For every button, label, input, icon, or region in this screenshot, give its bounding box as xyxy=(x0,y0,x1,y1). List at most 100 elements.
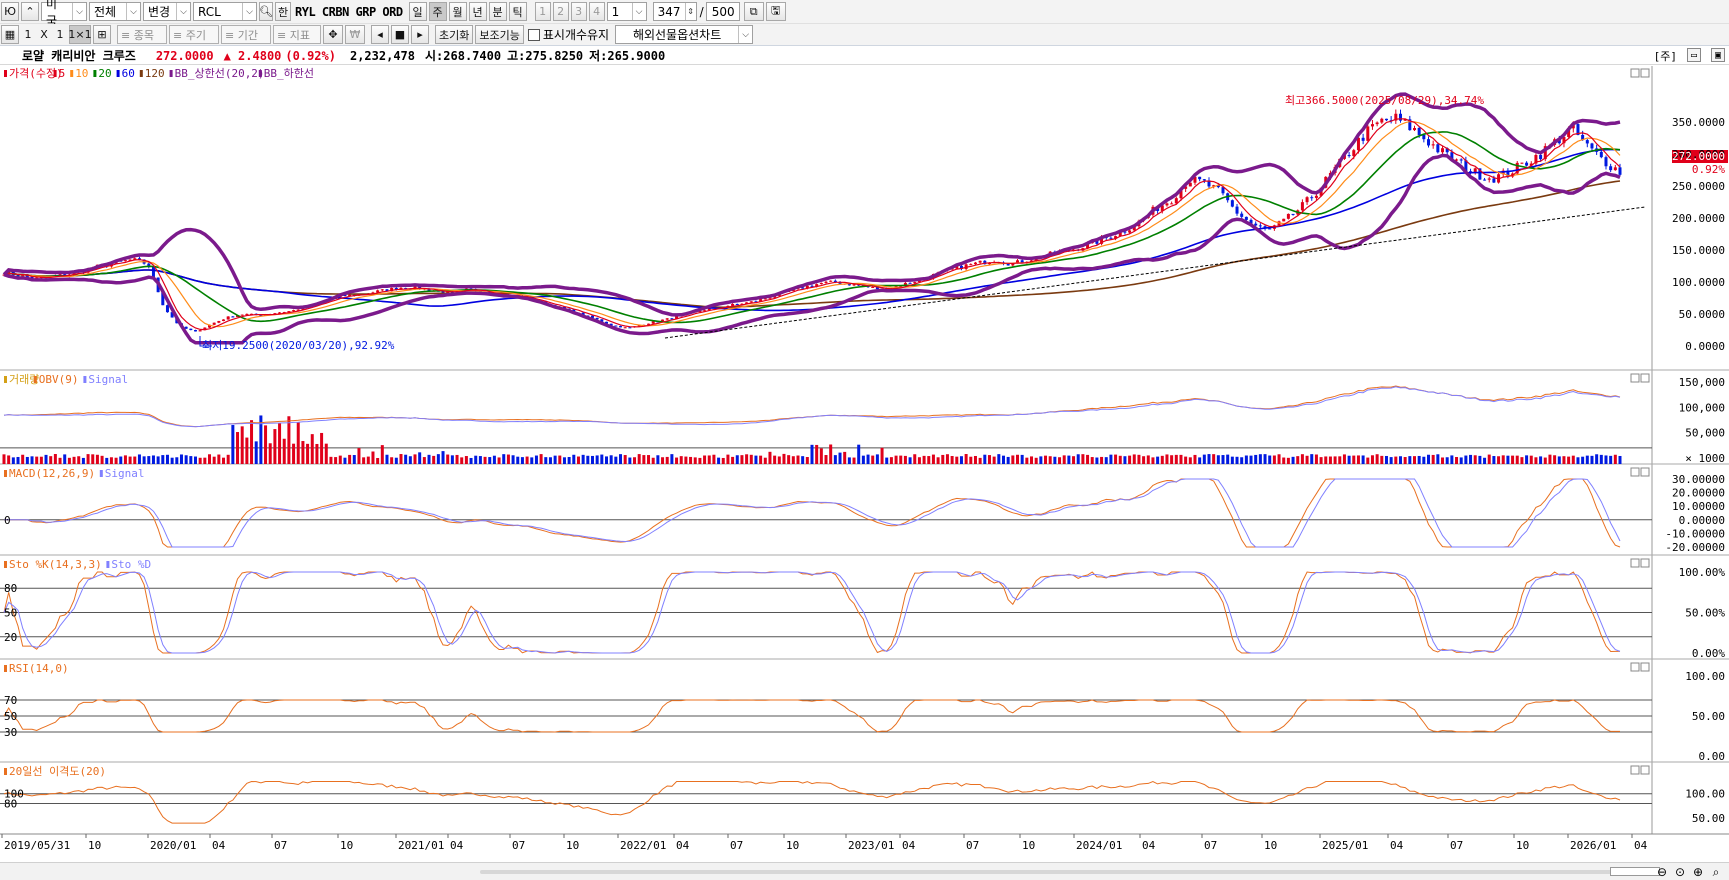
period-week[interactable]: 주 xyxy=(428,2,447,21)
volume-bar xyxy=(259,415,263,464)
stock-chart[interactable]: 2019/05/31 10 2020/01 04 07 10 2021/01 04 07 10 20… xyxy=(0,66,1729,862)
sto-y-label: 0.00% xyxy=(1692,647,1725,660)
maximize-icon[interactable]: ▣ xyxy=(1711,48,1725,62)
crosshair-button[interactable]: ✥ xyxy=(323,25,343,44)
volume-bar xyxy=(525,456,529,464)
volume-bar xyxy=(534,455,538,464)
volume-bar xyxy=(217,454,221,464)
candle-body xyxy=(759,299,763,302)
volume-bar xyxy=(390,457,394,464)
x-tick-label: 10 xyxy=(88,839,101,852)
volume-bar xyxy=(123,455,127,464)
chart-scrollbar[interactable]: ⊖ ⊙ ⊕ ⌕ xyxy=(0,862,1729,880)
period-year[interactable]: 년 xyxy=(468,2,487,21)
volume-bar xyxy=(1366,457,1370,464)
zoom-out-icon[interactable]: ⊖ xyxy=(1656,865,1668,879)
volume-bar xyxy=(81,457,85,464)
panel-minimize-icon xyxy=(1640,765,1650,775)
save-button[interactable]: 🖫 xyxy=(765,2,786,21)
layout-1b-button[interactable]: 1 xyxy=(56,28,64,41)
volume-bar xyxy=(1319,457,1323,464)
volume-bar xyxy=(1342,454,1346,464)
stop-button[interactable]: ■ xyxy=(391,25,409,44)
up-arrow-button[interactable]: ⌃ xyxy=(21,2,39,21)
price-legend-swatch xyxy=(4,70,7,77)
period-tick[interactable]: 틱 xyxy=(508,2,527,21)
volume-bar xyxy=(292,443,296,464)
volume-bar xyxy=(1492,456,1496,464)
candle-body xyxy=(908,282,912,284)
change-select[interactable]: 변경 ⌵ xyxy=(143,2,191,21)
candle-body xyxy=(390,288,394,292)
candle-body xyxy=(1160,205,1164,211)
volume-bar xyxy=(63,454,67,464)
num-4-button[interactable]: 4 xyxy=(588,2,605,21)
count-input[interactable]: 347 ⇕ xyxy=(652,2,697,21)
candle-body xyxy=(959,265,963,269)
disp-y-label: 50.00 xyxy=(1692,812,1725,825)
menu-button[interactable]: Ю xyxy=(1,2,19,21)
num-3-button[interactable]: 3 xyxy=(570,2,587,21)
macd-zero-label: 0 xyxy=(4,514,11,527)
keep-count-checkbox[interactable] xyxy=(527,28,540,41)
volume-bar xyxy=(553,455,557,464)
reset-button[interactable]: 초기화 xyxy=(435,25,474,44)
zoom-in-icon[interactable]: ⊕ xyxy=(1692,865,1704,879)
scroll-track[interactable] xyxy=(480,870,1620,874)
han-button[interactable]: 한 xyxy=(275,2,291,21)
macd-legend-swatch xyxy=(99,470,103,477)
candle-body xyxy=(983,260,987,265)
period-day[interactable]: 일 xyxy=(408,2,427,21)
new-window-button[interactable]: ⧉ xyxy=(743,2,764,21)
candle-body xyxy=(819,282,823,285)
prev-button[interactable]: ◂ xyxy=(371,25,389,44)
interval-select[interactable]: 1 ⌵ xyxy=(606,2,647,21)
layout-x-button[interactable]: X xyxy=(40,28,48,41)
stock-field[interactable]: ≡ 종목 xyxy=(117,25,167,44)
zoom-reset-icon[interactable]: ⊙ xyxy=(1674,865,1686,879)
volume-bar xyxy=(1039,456,1043,464)
candle-body xyxy=(1478,168,1482,180)
market-select[interactable]: 미국 ⌵ xyxy=(41,0,87,28)
volume-bar xyxy=(1300,454,1304,464)
layout-1-button[interactable]: 1 xyxy=(24,28,32,41)
volume-bar xyxy=(119,456,123,464)
grid-layout-button[interactable]: ▦ xyxy=(1,25,19,44)
range-field[interactable]: ≡ 기간 xyxy=(221,25,271,44)
layout-1x1-button[interactable]: 1×1 xyxy=(68,25,92,44)
search-button[interactable]: 🔍︎ xyxy=(259,2,273,21)
symbol-input[interactable]: RCL ⌵ xyxy=(193,2,257,21)
volume-bar xyxy=(1469,454,1473,464)
category-select[interactable]: 전체 ⌵ xyxy=(89,2,141,21)
period-minute[interactable]: 분 xyxy=(488,2,507,21)
num-1-button[interactable]: 1 xyxy=(534,2,551,21)
range-slider[interactable] xyxy=(1610,867,1660,876)
period-month[interactable]: 월 xyxy=(448,2,467,21)
candle-body xyxy=(376,290,380,293)
aux-button[interactable]: 보조기능 xyxy=(475,25,524,44)
num-2-button[interactable]: 2 xyxy=(552,2,569,21)
candle-body xyxy=(595,317,599,320)
candle-body xyxy=(1417,127,1421,135)
candle-body xyxy=(250,313,254,315)
candle-body xyxy=(348,294,352,296)
candle-body xyxy=(1613,167,1617,171)
volume-bar xyxy=(1137,454,1141,464)
currency-button[interactable]: ₩ xyxy=(345,25,365,44)
indicator-field[interactable]: ≡ 지표 xyxy=(273,25,321,44)
max-count-input[interactable]: 500 xyxy=(705,2,740,21)
candle-body xyxy=(222,319,226,321)
disp-legend-swatch xyxy=(4,768,7,775)
foreign-chart-select[interactable]: 해외선물옵션차트 ⌵ xyxy=(615,25,754,44)
candle-body xyxy=(903,282,907,287)
period-field[interactable]: ≡ 주기 xyxy=(169,25,219,44)
candle-body xyxy=(226,316,230,320)
next-button[interactable]: ▸ xyxy=(411,25,429,44)
candle-body xyxy=(1585,140,1589,144)
volume-bar xyxy=(787,455,791,464)
zoom-fit-icon[interactable]: ⌕ xyxy=(1712,864,1720,879)
volume-bar xyxy=(1380,455,1384,464)
stop-icon: ■ xyxy=(394,28,406,41)
restore-icon[interactable]: ▭ xyxy=(1687,48,1701,62)
table-view-button[interactable]: ⊞ xyxy=(93,25,111,44)
